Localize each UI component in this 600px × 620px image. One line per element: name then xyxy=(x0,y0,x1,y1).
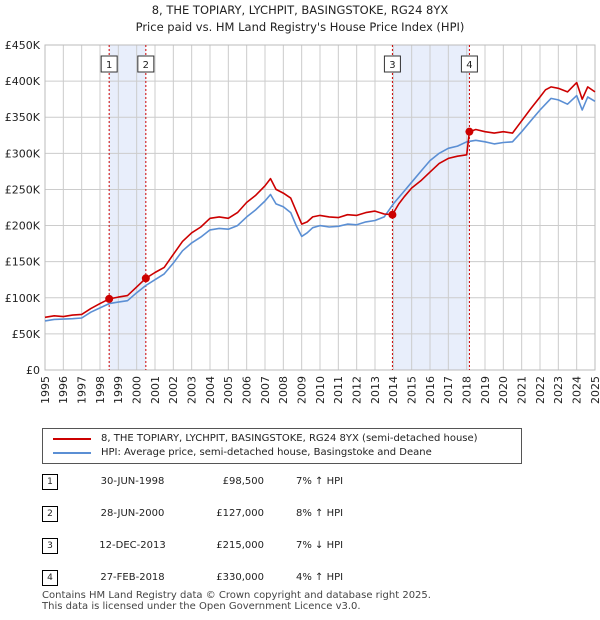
annotation-label-4: 4 xyxy=(466,60,472,71)
y-tick-label: £250K xyxy=(5,183,41,196)
plot-frame xyxy=(44,44,596,371)
x-tick-label: 2004 xyxy=(204,376,217,404)
x-tick-label: 2013 xyxy=(369,376,382,404)
hpi-line xyxy=(44,94,596,322)
footer-copyright: Contains HM Land Registry data © Crown c… xyxy=(42,590,431,601)
transaction-date: 28-JUN-2000 xyxy=(100,508,165,519)
transaction-price: £127,000 xyxy=(216,508,264,519)
annotation-box-2 xyxy=(137,55,155,73)
x-tick-label: 2000 xyxy=(131,376,144,404)
x-tick-label: 2007 xyxy=(259,376,272,404)
sale-point-2 xyxy=(141,274,150,283)
y-tick-label: £0 xyxy=(26,364,40,377)
y-tick-label: £100K xyxy=(5,292,41,305)
transaction-date: 27-FEB-2018 xyxy=(100,572,165,583)
sale-point-4 xyxy=(465,127,474,136)
transaction-number: 2 xyxy=(42,506,58,522)
legend: 8, THE TOPIARY, LYCHPIT, BASINGSTOKE, RG… xyxy=(42,428,522,464)
footer: Contains HM Land Registry data © Crown c… xyxy=(42,590,431,612)
x-tick-label: 2009 xyxy=(296,376,309,404)
table-row: 2 28-JUN-2000 £127,000 8% ↑ HPI xyxy=(42,506,442,526)
legend-swatch-hpi xyxy=(53,452,91,454)
price-chart: 8, THE TOPIARY, LYCHPIT, BASINGSTOKE, RG… xyxy=(5,3,600,404)
y-tick-label: £300K xyxy=(5,147,41,160)
table-row: 4 27-FEB-2018 £330,000 4% ↑ HPI xyxy=(42,570,442,590)
transaction-date: 12-DEC-2013 xyxy=(99,540,166,551)
annotation-label-1: 1 xyxy=(106,60,112,71)
x-tick-label: 2015 xyxy=(406,376,419,404)
transaction-price: £215,000 xyxy=(216,540,264,551)
transaction-hpi: 7% ↓ HPI xyxy=(296,540,344,551)
annotation-label-2: 2 xyxy=(143,60,149,71)
annotation-box-4 xyxy=(460,55,478,73)
y-tick-label: £150K xyxy=(5,256,41,269)
x-tick-label: 2001 xyxy=(149,376,162,404)
chart-title: 8, THE TOPIARY, LYCHPIT, BASINGSTOKE, RG… xyxy=(152,3,449,17)
x-tick-label: 2025 xyxy=(589,376,600,404)
table-row: 1 30-JUN-1998 £98,500 7% ↑ HPI xyxy=(42,474,442,494)
legend-swatch-price xyxy=(53,438,91,440)
x-tick-label: 2018 xyxy=(461,376,474,404)
x-tick-label: 2006 xyxy=(241,376,254,404)
x-tick-label: 2023 xyxy=(552,376,565,404)
transaction-number: 4 xyxy=(42,570,58,586)
x-tick-label: 2022 xyxy=(534,376,547,404)
shaded-region-2 xyxy=(392,45,470,370)
transaction-hpi: 4% ↑ HPI xyxy=(296,572,344,583)
x-tick-label: 2014 xyxy=(387,376,400,404)
x-tick-label: 2024 xyxy=(571,376,584,404)
transaction-number: 1 xyxy=(42,474,58,490)
legend-label-hpi: HPI: Average price, semi-detached house,… xyxy=(101,447,432,458)
annotation-box-1 xyxy=(100,55,118,73)
sale-point-1 xyxy=(105,294,114,303)
x-tick-label: 2010 xyxy=(314,376,327,404)
transaction-date: 30-JUN-1998 xyxy=(100,476,165,487)
transaction-number: 3 xyxy=(42,538,58,554)
y-tick-label: £450K xyxy=(5,39,41,52)
transaction-hpi: 8% ↑ HPI xyxy=(296,508,344,519)
x-tick-label: 2016 xyxy=(424,376,437,404)
x-tick-label: 2003 xyxy=(186,376,199,404)
footer-licence: This data is licensed under the Open Gov… xyxy=(42,601,361,612)
table-row: 3 12-DEC-2013 £215,000 7% ↓ HPI xyxy=(42,538,442,558)
x-tick-label: 1996 xyxy=(57,376,70,404)
y-tick-label: £50K xyxy=(12,328,41,341)
annotation-box-3 xyxy=(383,55,401,73)
y-tick-label: £350K xyxy=(5,111,41,124)
y-tick-label: £200K xyxy=(5,220,41,233)
x-tick-label: 2012 xyxy=(351,376,364,404)
shaded-region-1 xyxy=(109,45,146,370)
legend-label-price: 8, THE TOPIARY, LYCHPIT, BASINGSTOKE, RG… xyxy=(101,433,478,444)
chart-subtitle: Price paid vs. HM Land Registry's House … xyxy=(136,20,465,34)
x-tick-label: 1998 xyxy=(94,376,107,404)
x-tick-label: 1997 xyxy=(76,376,89,404)
transaction-price: £98,500 xyxy=(222,476,264,487)
transaction-price: £330,000 xyxy=(216,572,264,583)
y-tick-label: £400K xyxy=(5,75,41,88)
sale-point-3 xyxy=(388,210,397,219)
x-tick-label: 2017 xyxy=(442,376,455,404)
x-tick-label: 2011 xyxy=(332,376,345,404)
x-tick-label: 1999 xyxy=(112,376,125,404)
annotation-label-3: 3 xyxy=(389,60,395,71)
transaction-hpi: 7% ↑ HPI xyxy=(296,476,344,487)
x-tick-label: 2002 xyxy=(167,376,180,404)
x-tick-label: 2005 xyxy=(222,376,235,404)
x-tick-label: 2008 xyxy=(277,376,290,404)
x-tick-label: 1995 xyxy=(39,376,52,404)
x-tick-label: 2020 xyxy=(497,376,510,404)
x-tick-label: 2019 xyxy=(479,376,492,404)
x-tick-label: 2021 xyxy=(516,376,529,404)
